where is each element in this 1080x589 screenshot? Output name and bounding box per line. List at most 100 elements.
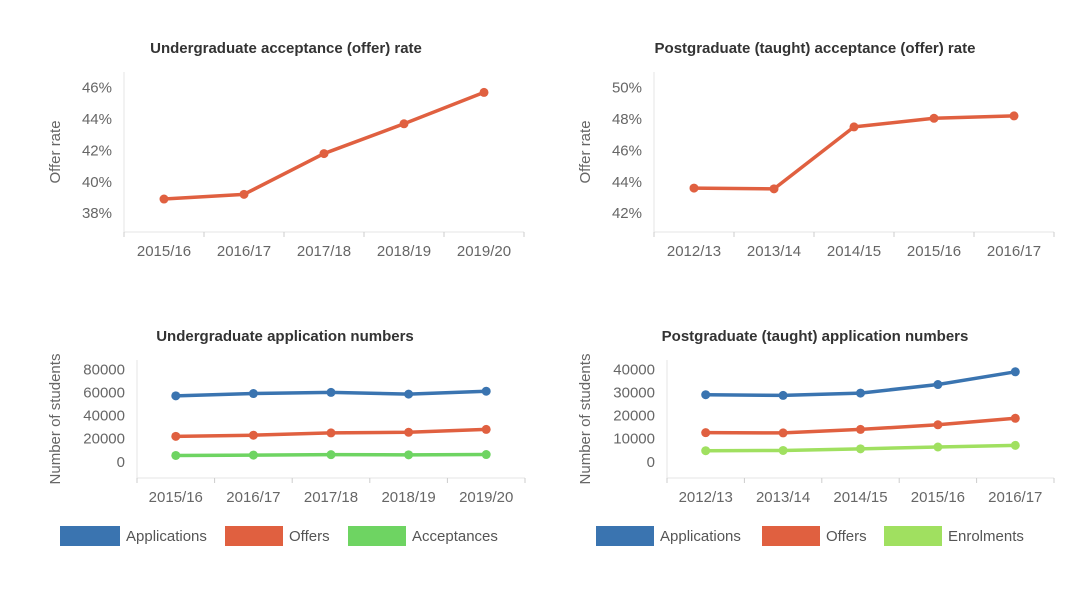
x-tick-label: 2019/20 [459,489,513,506]
chart-1: Undergraduate acceptance (offer) rate Off… [47,40,525,260]
chart-3: Undergraduate application numbers Number … [47,328,526,546]
data-point [239,189,249,199]
y-tick-label: 40000 [83,408,125,425]
data-point [933,420,943,430]
legend-swatch [348,526,406,546]
data-point [248,450,258,460]
x-tick-label: 2017/18 [304,489,358,506]
data-point [769,184,779,194]
data-point [1009,111,1019,121]
x-tick-label: 2015/16 [907,243,961,260]
data-point [856,424,865,434]
y-tick-label: 44% [612,174,642,191]
data-point [933,442,943,452]
data-point [481,424,491,434]
data-point [248,389,258,399]
y-tick-label: 40% [82,174,112,191]
x-tick-label: 2018/19 [377,243,431,260]
x-tick-label: 2013/14 [756,489,810,506]
legend-swatch [884,526,942,546]
data-point [778,445,788,455]
legend-label: Offers [289,528,330,545]
chart-title: Postgraduate (taught) application number… [662,328,969,345]
x-tick-label: 2019/20 [457,243,511,260]
y-tick-label: 60000 [83,384,125,401]
x-tick-label: 2018/19 [381,489,435,506]
legend-swatch [225,526,283,546]
y-axis-label: Offer rate [47,120,64,183]
y-tick-label: 30000 [613,384,655,401]
y-tick-label: 80000 [83,361,125,378]
series-line [163,90,485,201]
legend-swatch [596,526,654,546]
y-tick-label: 42% [82,142,112,159]
data-point [701,446,711,456]
chart-title: Undergraduate acceptance (offer) rate [150,40,422,57]
y-tick-label: 44% [82,111,112,128]
data-point [778,428,788,438]
data-point [778,390,788,400]
data-point [933,380,943,390]
y-tick-label: 40000 [613,361,655,378]
y-tick-label: 10000 [613,431,655,448]
data-point [481,386,491,396]
y-tick-label: 0 [647,454,655,471]
chart-2: Postgraduate (taught) acceptance (offer)… [577,40,1055,260]
data-point [1010,440,1020,450]
y-axis-label: Number of students [577,354,594,485]
data-point [404,427,414,437]
x-tick-label: 2012/13 [667,243,721,260]
x-tick-label: 2016/17 [217,243,271,260]
data-point [171,450,181,460]
data-point [856,388,865,398]
data-point [319,149,329,159]
data-point [159,194,169,204]
data-point [481,450,491,460]
legend-swatch [762,526,820,546]
data-point [1010,413,1020,423]
data-point [929,113,939,123]
data-point [404,450,414,460]
chart-title: Undergraduate application numbers [156,328,414,345]
y-tick-label: 38% [82,205,112,222]
data-point [849,122,859,132]
data-point [701,390,711,400]
y-tick-label: 42% [612,205,642,222]
x-tick-label: 2016/17 [226,489,280,506]
data-point [326,428,336,438]
y-tick-label: 46% [612,142,642,159]
chart-4: Postgraduate (taught) application number… [577,328,1055,546]
legend-label: Acceptances [412,528,498,545]
x-tick-label: 2015/16 [911,489,965,506]
y-tick-label: 48% [612,111,642,128]
data-point [701,428,711,438]
data-point [248,430,258,440]
y-tick-label: 20000 [613,408,655,425]
legend-swatch [60,526,120,546]
data-point [171,391,181,401]
x-tick-label: 2017/18 [297,243,351,260]
data-point [171,431,181,441]
data-point [326,387,336,397]
y-tick-label: 50% [612,80,642,97]
x-tick-label: 2013/14 [747,243,801,260]
y-tick-label: 0 [117,454,125,471]
data-point [1010,367,1020,377]
data-point [326,450,336,460]
x-tick-label: 2016/17 [987,243,1041,260]
data-point [856,444,865,454]
x-tick-label: 2015/16 [137,243,191,260]
x-tick-label: 2015/16 [149,489,203,506]
data-point [399,119,409,129]
chart-title: Postgraduate (taught) acceptance (offer)… [655,40,976,57]
legend-label: Offers [826,528,867,545]
y-tick-label: 46% [82,80,112,97]
x-tick-label: 2014/15 [833,489,887,506]
y-tick-label: 20000 [83,431,125,448]
x-tick-label: 2014/15 [827,243,881,260]
x-tick-label: 2016/17 [988,489,1042,506]
legend-label: Applications [126,528,207,545]
y-axis-label: Offer rate [577,120,594,183]
data-point [689,183,699,193]
